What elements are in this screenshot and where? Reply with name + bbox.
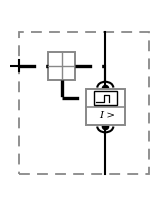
Text: I >: I > — [99, 111, 115, 121]
Bar — [86, 89, 125, 125]
Bar — [48, 52, 75, 80]
Bar — [94, 91, 117, 105]
Bar — [19, 32, 149, 174]
